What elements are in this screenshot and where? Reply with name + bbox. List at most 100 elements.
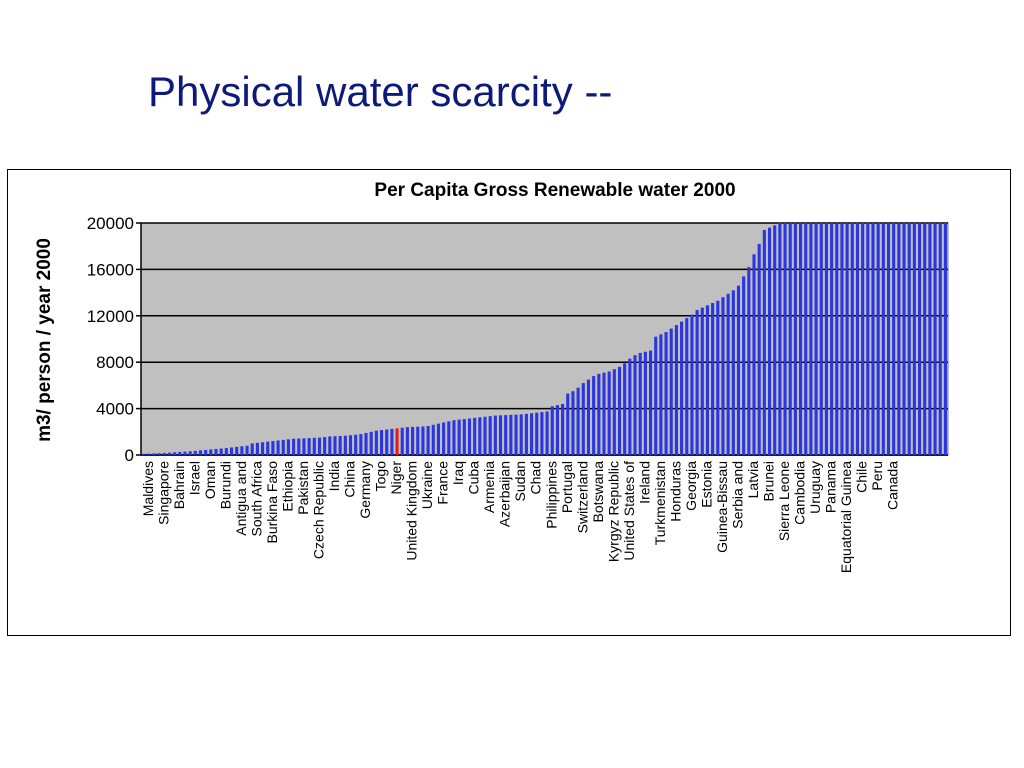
bar: [643, 351, 647, 455]
bar: [473, 417, 477, 455]
x-category-label: Togo: [373, 461, 389, 492]
x-category-label: Niger: [388, 461, 404, 495]
x-category-label: Latvia: [745, 461, 761, 499]
bar: [312, 437, 316, 455]
bar: [561, 403, 565, 455]
bar: [462, 419, 466, 455]
bar: [452, 420, 456, 455]
bar: [478, 417, 482, 455]
bar: [209, 449, 213, 455]
x-category-label: Estonia: [698, 461, 714, 508]
bar: [705, 305, 710, 455]
bar: [592, 376, 596, 455]
bar: [628, 358, 632, 455]
bar: [617, 366, 622, 455]
y-tick-label: 0: [125, 446, 134, 465]
bar: [752, 254, 756, 455]
bar: [405, 427, 409, 455]
y-tick-label: 20000: [87, 214, 134, 233]
x-category-label: France: [435, 461, 451, 505]
bar: [814, 223, 818, 455]
bar: [266, 441, 270, 455]
x-category-label: India: [326, 461, 342, 492]
bar: [261, 442, 265, 455]
x-category-label: Honduras: [667, 461, 683, 522]
bar: [374, 430, 378, 455]
bar: [333, 436, 337, 455]
y-tick-label: 12000: [87, 307, 134, 326]
bar: [519, 414, 523, 455]
bar: [767, 227, 772, 455]
bar: [178, 451, 182, 455]
bar: [674, 325, 678, 455]
bar: [281, 439, 285, 455]
bar: [917, 223, 922, 455]
x-category-label: Sudan: [512, 461, 528, 501]
bar: [648, 350, 653, 455]
bar: [721, 297, 725, 455]
x-category-label: Turkmenistan: [652, 461, 668, 545]
bar: [431, 424, 435, 455]
bar: [788, 223, 792, 455]
x-category-label: United States of: [621, 461, 637, 561]
bar: [297, 438, 301, 455]
bar: [467, 418, 472, 455]
x-category-label: China: [342, 461, 358, 498]
bar: [395, 428, 399, 455]
plot-area: [140, 222, 949, 456]
x-category-label: Georgia: [683, 461, 699, 511]
bar: [411, 426, 415, 455]
bar: [664, 332, 668, 455]
y-tick-label: 8000: [96, 353, 134, 372]
bar: [317, 437, 322, 455]
bar: [809, 223, 813, 455]
bar: [493, 415, 497, 455]
bar: [555, 405, 559, 455]
bar: [328, 436, 332, 455]
x-category-label: Chad: [528, 461, 544, 494]
bar: [255, 442, 259, 455]
x-category-label: Germany: [357, 461, 373, 519]
bar: [747, 267, 751, 455]
bar: [654, 336, 658, 455]
bar: [612, 369, 616, 455]
bar: [364, 432, 368, 455]
bar: [514, 414, 518, 455]
bar: [695, 310, 699, 455]
x-category-label: Serbia and: [729, 461, 745, 529]
x-category-label: Uruguay: [807, 461, 823, 514]
slide-title: Physical water scarcity --: [148, 68, 613, 115]
bar: [198, 450, 203, 455]
bar: [736, 285, 741, 455]
bar: [804, 223, 808, 455]
bar: [824, 223, 828, 455]
bar: [307, 438, 311, 455]
x-category-label: Sierra Leone: [776, 461, 792, 541]
bar: [504, 415, 508, 455]
bar: [390, 428, 394, 455]
x-category-label: Guinea-Bissau: [714, 461, 730, 553]
bar: [292, 438, 296, 455]
bar: [498, 415, 503, 455]
bar: [855, 223, 860, 455]
x-category-label: Portugal: [559, 461, 575, 513]
x-category-label: Panama: [823, 461, 839, 513]
bar: [240, 446, 244, 455]
bar: [835, 223, 839, 455]
bar: [447, 421, 451, 455]
bar: [214, 448, 218, 455]
bar: [923, 223, 927, 455]
x-category-label: Antigua and: [233, 461, 249, 536]
x-category-label: South Africa: [248, 461, 264, 537]
bar: [907, 223, 911, 455]
bar: [633, 355, 637, 455]
bar: [183, 451, 187, 455]
bar: [799, 223, 803, 455]
y-axis-title: m3/ person / year 2000: [34, 238, 55, 442]
x-category-label: Switzerland: [574, 461, 590, 533]
bar: [545, 411, 549, 455]
bar: [576, 387, 580, 455]
bar: [866, 223, 870, 455]
y-tick-label: 4000: [96, 400, 134, 419]
bar: [188, 451, 192, 455]
